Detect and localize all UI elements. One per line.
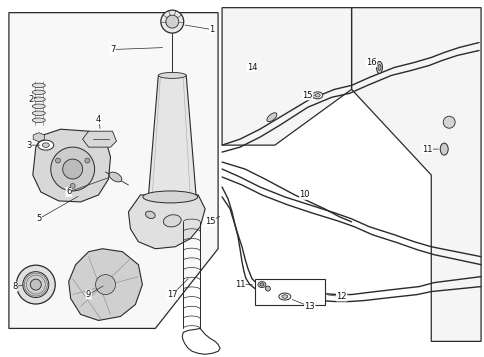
Ellipse shape [109,172,121,182]
Text: 10: 10 [299,190,309,200]
Ellipse shape [32,97,45,101]
Text: 9: 9 [86,290,91,299]
Ellipse shape [257,282,265,288]
Ellipse shape [32,118,45,122]
Ellipse shape [32,111,45,116]
Circle shape [30,279,41,290]
Polygon shape [222,7,351,145]
Ellipse shape [281,295,287,298]
Ellipse shape [145,211,155,218]
Polygon shape [255,278,324,305]
Text: 11: 11 [234,280,245,289]
Circle shape [23,272,49,297]
Text: 1: 1 [209,25,214,34]
Ellipse shape [439,143,447,155]
Text: 11: 11 [421,145,432,154]
Ellipse shape [42,143,49,147]
Text: 5: 5 [36,214,41,223]
Text: 14: 14 [246,63,257,72]
Circle shape [442,116,454,128]
Text: 4: 4 [96,115,101,124]
Text: 8: 8 [12,282,17,291]
Text: 12: 12 [336,292,346,301]
Polygon shape [33,129,110,202]
Text: 13: 13 [304,302,315,311]
Polygon shape [148,75,196,197]
Polygon shape [9,12,218,328]
Ellipse shape [376,61,382,74]
Ellipse shape [32,83,45,87]
Text: 17: 17 [166,290,177,299]
Ellipse shape [143,191,197,203]
Polygon shape [69,249,142,321]
Ellipse shape [377,65,380,70]
Text: 6: 6 [66,187,71,196]
Text: 2: 2 [28,95,33,104]
Polygon shape [128,195,205,249]
Ellipse shape [163,215,181,227]
Ellipse shape [278,293,290,300]
Polygon shape [351,7,480,341]
Text: 7: 7 [109,45,115,54]
Circle shape [55,158,60,163]
Ellipse shape [312,92,322,99]
Text: 16: 16 [365,58,376,67]
Circle shape [51,147,94,191]
Circle shape [62,159,82,179]
Ellipse shape [38,140,54,150]
Text: 3: 3 [26,141,31,150]
Ellipse shape [266,113,276,122]
Polygon shape [82,131,116,147]
Circle shape [16,265,55,304]
Ellipse shape [32,90,45,95]
Ellipse shape [259,283,263,286]
Circle shape [166,15,179,28]
Ellipse shape [32,104,45,109]
Circle shape [161,10,183,33]
Text: 15: 15 [204,217,215,226]
Circle shape [85,158,90,163]
Ellipse shape [158,72,186,79]
Ellipse shape [315,94,319,97]
Circle shape [95,275,115,295]
Circle shape [70,183,75,188]
Polygon shape [33,133,45,142]
Ellipse shape [265,286,270,291]
Text: 15: 15 [302,91,312,100]
